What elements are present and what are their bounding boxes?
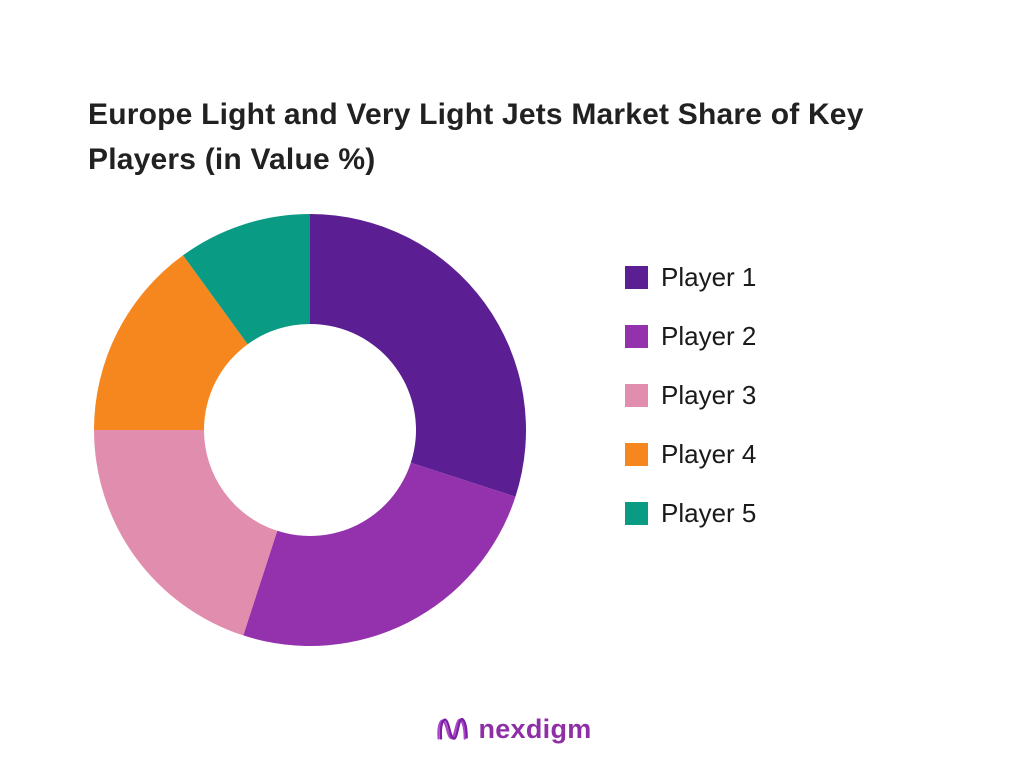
nexdigm-logo-text: nexdigm: [478, 713, 592, 744]
donut-segment-player-4: [94, 255, 248, 430]
legend-label-player-5: Player 5: [661, 498, 757, 528]
legend-label-player-2: Player 2: [661, 321, 757, 351]
legend-swatch-player-4: [625, 443, 648, 466]
legend-item-player-2: Player 2: [625, 321, 756, 352]
donut-segment-player-2: [243, 462, 516, 647]
donut-chart-svg: [94, 214, 527, 647]
legend-item-player-4: Player 4: [625, 439, 756, 470]
chart-title: Europe Light and Very Light Jets Market …: [88, 98, 864, 176]
legend-swatch-player-2: [625, 325, 648, 348]
legend-item-player-1: Player 1: [625, 262, 756, 293]
legend-label-player-3: Player 3: [661, 380, 757, 410]
legend-swatch-player-3: [625, 384, 648, 407]
donut-chart: [93, 213, 527, 647]
legend-swatch-player-5: [625, 502, 648, 525]
donut-segment-player-5: [183, 214, 310, 345]
legend-label-player-1: Player 1: [661, 262, 757, 292]
legend-swatch-player-1: [625, 266, 648, 289]
nexdigm-logo: nexdigm: [0, 712, 1024, 746]
legend-label-player-4: Player 4: [661, 439, 757, 469]
legend-item-player-5: Player 5: [625, 498, 756, 529]
donut-segment-player-1: [310, 214, 527, 497]
chart-legend: Player 1 Player 2 Player 3 Player 4 Play…: [625, 262, 756, 529]
logo-wave-dark: [440, 717, 469, 740]
donut-segment-player-3: [94, 430, 278, 636]
nexdigm-logo-icon: [437, 717, 469, 740]
legend-item-player-3: Player 3: [625, 380, 756, 411]
